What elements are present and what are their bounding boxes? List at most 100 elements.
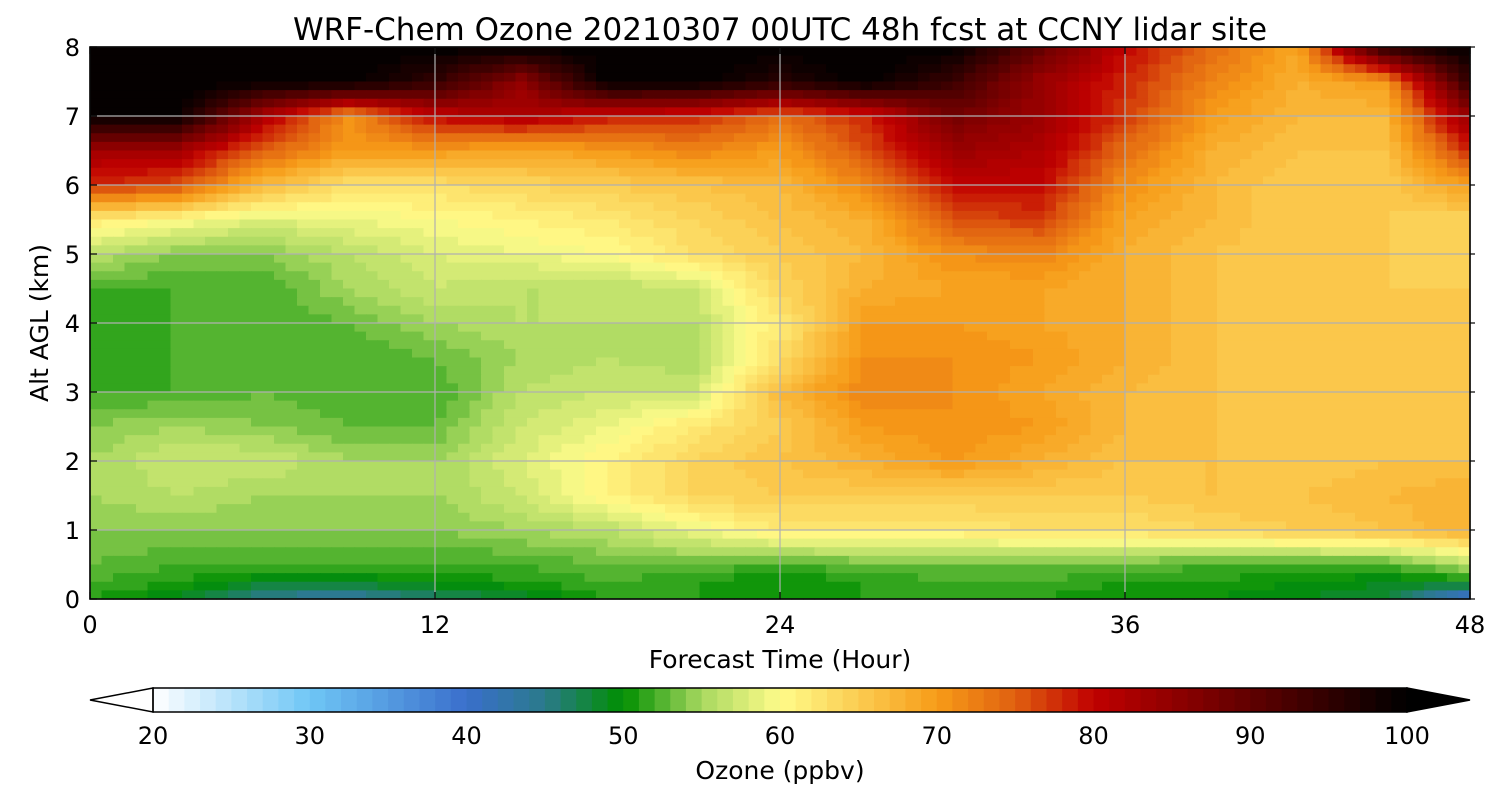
heatmap-cell — [1056, 305, 1069, 315]
heatmap-cell — [1228, 245, 1241, 255]
heatmap-cell — [1343, 185, 1356, 195]
heatmap-cell — [320, 133, 333, 143]
heatmap-cell — [515, 366, 528, 376]
heatmap-cell — [791, 297, 804, 307]
heatmap-cell — [446, 383, 459, 393]
heatmap-cell — [1274, 202, 1287, 212]
heatmap-cell — [1148, 348, 1161, 359]
heatmap-cell — [527, 323, 540, 333]
heatmap-cell — [791, 47, 804, 57]
heatmap-cell — [1136, 167, 1149, 177]
heatmap-cell — [1056, 340, 1069, 350]
heatmap-cell — [366, 133, 379, 143]
heatmap-cell — [101, 98, 114, 108]
heatmap-cell — [860, 141, 873, 152]
heatmap-cell — [1355, 202, 1368, 212]
heatmap-cell — [1090, 90, 1103, 100]
heatmap-cell — [745, 392, 758, 402]
heatmap-cell — [941, 314, 954, 324]
heatmap-cell — [435, 185, 448, 195]
heatmap-cell — [665, 331, 678, 341]
heatmap-cell — [607, 90, 620, 100]
heatmap-cell — [377, 116, 390, 126]
heatmap-cell — [469, 279, 482, 290]
heatmap-cell — [573, 72, 586, 83]
heatmap-cell — [837, 245, 850, 255]
heatmap-cell — [469, 348, 482, 359]
heatmap-cell — [837, 90, 850, 100]
heatmap-cell — [619, 236, 632, 246]
heatmap-cell — [1148, 124, 1161, 134]
heatmap-cell — [423, 279, 436, 290]
heatmap-cell — [308, 340, 321, 350]
heatmap-cell — [469, 357, 482, 367]
heatmap-cell — [722, 383, 735, 393]
heatmap-cell — [1355, 357, 1368, 367]
heatmap-cell — [642, 323, 655, 333]
heatmap-cell — [653, 107, 666, 117]
heatmap-cell — [1424, 305, 1437, 315]
heatmap-cell — [1125, 219, 1138, 229]
heatmap-cell — [170, 262, 183, 272]
heatmap-cell — [1079, 228, 1092, 238]
heatmap-cell — [722, 219, 735, 229]
heatmap-cell — [435, 72, 448, 83]
heatmap-cell — [389, 72, 402, 83]
heatmap-cell — [561, 116, 574, 126]
heatmap-cell — [1435, 90, 1448, 100]
heatmap-cell — [941, 193, 954, 203]
heatmap-cell — [584, 124, 597, 134]
heatmap-cell — [1297, 141, 1310, 152]
heatmap-cell — [274, 357, 287, 367]
heatmap-cell — [113, 228, 126, 238]
heatmap-cell — [791, 193, 804, 203]
heatmap-cell — [308, 124, 321, 134]
heatmap-cell — [768, 236, 781, 246]
heatmap-cell — [136, 279, 149, 290]
heatmap-cell — [998, 323, 1011, 333]
heatmap-cell — [1343, 107, 1356, 117]
heatmap-cell — [101, 133, 114, 143]
heatmap-cell — [412, 193, 425, 203]
heatmap-cell — [1240, 357, 1253, 367]
heatmap-cell — [1332, 262, 1345, 272]
heatmap-cell — [699, 288, 712, 298]
heatmap-cell — [1274, 150, 1287, 160]
heatmap-cell — [803, 392, 816, 402]
heatmap-cell — [354, 262, 367, 272]
heatmap-cell — [734, 193, 747, 203]
heatmap-cell — [389, 340, 402, 350]
heatmap-cell — [1136, 98, 1149, 108]
heatmap-cell — [1458, 124, 1471, 134]
heatmap-cell — [1044, 202, 1057, 212]
heatmap-cell — [1136, 150, 1149, 160]
heatmap-cell — [780, 348, 793, 359]
heatmap-cell — [446, 392, 459, 402]
heatmap-cell — [435, 357, 448, 367]
heatmap-cell — [849, 116, 862, 126]
heatmap-cell — [182, 210, 195, 221]
heatmap-cell — [895, 124, 908, 134]
heatmap-cell — [320, 150, 333, 160]
heatmap-cell — [1458, 219, 1471, 229]
heatmap-cell — [1401, 262, 1414, 272]
heatmap-cell — [1205, 271, 1218, 281]
heatmap-cell — [929, 340, 942, 350]
heatmap-cell — [389, 323, 402, 333]
heatmap-cell — [297, 185, 310, 195]
heatmap-cell — [630, 167, 643, 177]
heatmap-cell — [216, 107, 229, 117]
heatmap-cell — [711, 64, 724, 74]
heatmap-cell — [1067, 348, 1080, 359]
heatmap-cell — [734, 64, 747, 74]
heatmap-cell — [826, 124, 839, 134]
heatmap-cell — [492, 383, 505, 393]
heatmap-cell — [1217, 297, 1230, 307]
heatmap-cell — [814, 185, 827, 195]
heatmap-cell — [159, 288, 172, 298]
heatmap-cell — [975, 279, 988, 290]
heatmap-cell — [297, 245, 310, 255]
heatmap-cell — [1447, 210, 1460, 221]
heatmap-cell — [1332, 323, 1345, 333]
heatmap-cell — [458, 124, 471, 134]
